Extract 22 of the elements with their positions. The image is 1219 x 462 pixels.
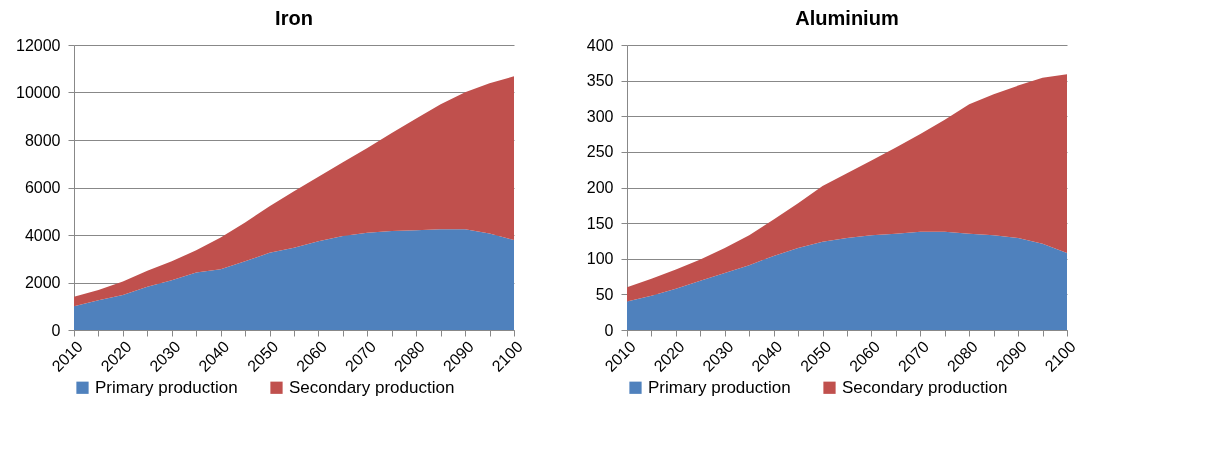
y-tick-label: 350 (586, 72, 614, 90)
y-tick-label: 200 (586, 179, 614, 196)
y-tick-label: 2000 (24, 274, 61, 291)
y-tick-label: 0 (604, 321, 614, 339)
y-tick-label: 50 (595, 285, 614, 303)
y-tick-label: 8000 (24, 131, 61, 149)
legend-label: Secondary production (289, 377, 455, 397)
y-tick-label: 6000 (24, 179, 61, 196)
y-tick-label: 100 (586, 250, 614, 268)
y-tick-label: 400 (586, 36, 614, 54)
y-tick-label: 150 (586, 214, 614, 232)
y-tick-label: 250 (586, 143, 614, 161)
y-tick-label: 300 (586, 107, 614, 125)
legend-label: Secondary production (842, 377, 1008, 397)
chart-title: Iron (275, 7, 313, 29)
y-tick-label: 0 (51, 321, 61, 339)
y-tick-label: 10000 (16, 84, 61, 101)
y-tick-label: 4000 (24, 226, 61, 244)
legend-label: Primary production (648, 377, 791, 397)
y-tick-label: 12000 (16, 36, 61, 54)
legend-label: Primary production (95, 377, 238, 397)
chart-title: Aluminium (795, 7, 899, 29)
